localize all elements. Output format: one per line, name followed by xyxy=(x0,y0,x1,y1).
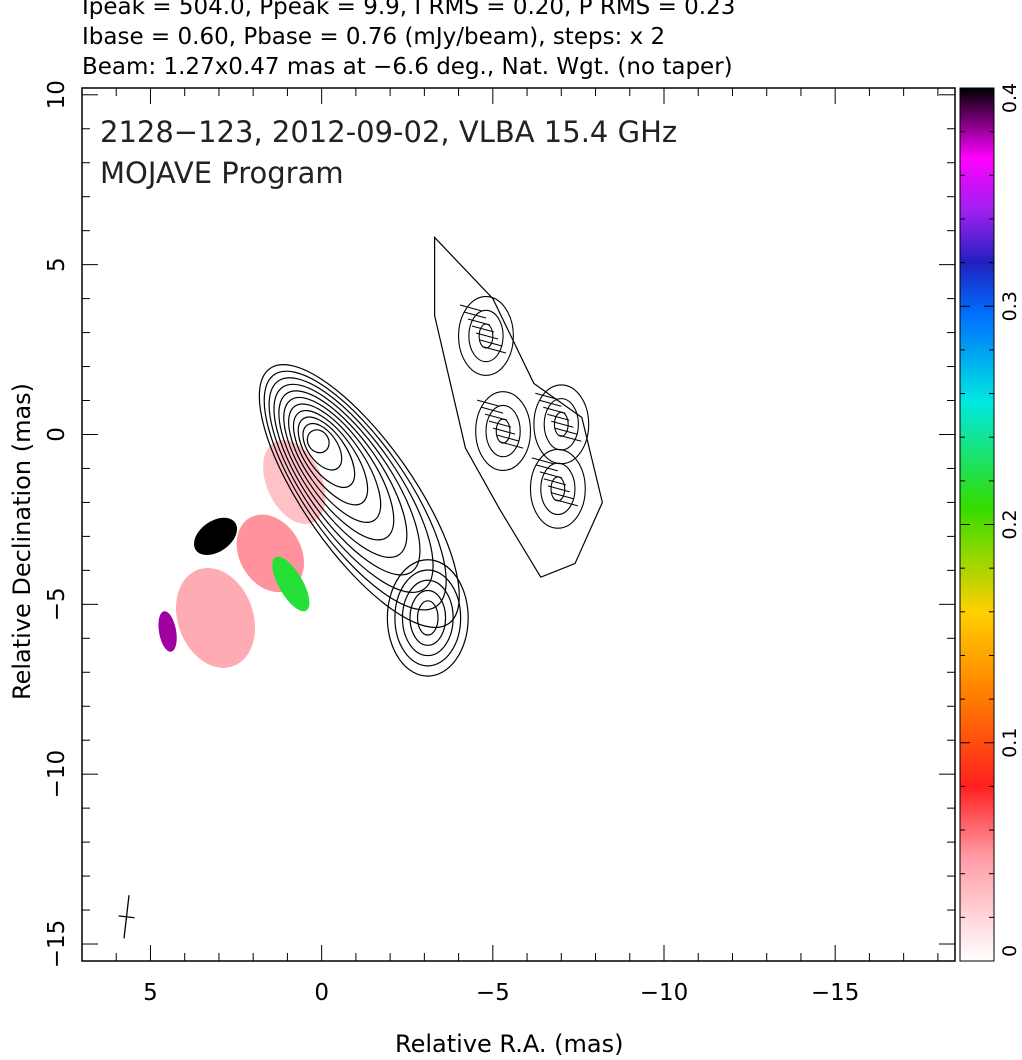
polarization-vector xyxy=(547,485,571,493)
colorbar-tick-label: 0 xyxy=(999,945,1021,957)
intensity-contour xyxy=(297,416,356,488)
y-axis-label: Relative Declination (mas) xyxy=(8,382,36,700)
polarization-vector xyxy=(555,499,579,507)
beam-minor-axis xyxy=(118,915,135,919)
x-tick-label: −10 xyxy=(640,980,689,1006)
polarization-patch xyxy=(193,517,238,556)
intensity-contour xyxy=(273,383,421,576)
polarization-vector xyxy=(547,413,570,421)
intensity-contour xyxy=(268,377,434,594)
header-base-line: Ibase = 0.60, Pbase = 0.76 (mJy/beam), s… xyxy=(82,24,666,50)
x-tick-label: −15 xyxy=(811,980,860,1006)
map-subtitle: MOJAVE Program xyxy=(100,156,344,190)
intensity-contour xyxy=(292,409,369,506)
polarization-vector xyxy=(555,427,578,435)
intensity-contour xyxy=(283,396,395,541)
polarization-vector xyxy=(488,420,512,428)
polarization-vector xyxy=(475,332,499,340)
jet-contour xyxy=(475,391,532,472)
polarization-vector xyxy=(543,478,567,486)
polarization-vector xyxy=(479,339,503,347)
polarization-vector xyxy=(483,346,507,354)
polarization-vector xyxy=(551,492,575,500)
y-tick-label: −15 xyxy=(44,920,70,969)
polarization-vector xyxy=(463,311,487,319)
jet-contour xyxy=(458,296,514,376)
polarization-patch xyxy=(158,611,177,652)
intensity-contour xyxy=(409,589,447,646)
jet-envelope-contour xyxy=(434,235,604,578)
x-tick-label: 5 xyxy=(143,980,158,1006)
intensity-contour xyxy=(386,559,469,677)
intensity-contour xyxy=(258,364,460,629)
polarization-vector xyxy=(459,304,483,312)
polarization-vector xyxy=(496,434,520,442)
intensity-contour xyxy=(306,429,330,454)
intensity-contour xyxy=(302,422,343,471)
intensity-contour xyxy=(394,569,462,667)
polarization-vector xyxy=(476,399,500,407)
polarization-vector xyxy=(484,413,508,421)
polarization-vector xyxy=(535,392,558,400)
y-tick-label: 10 xyxy=(44,80,70,109)
polarization-vector xyxy=(492,427,516,435)
y-tick-label: −5 xyxy=(44,587,70,621)
jet-contour xyxy=(468,309,504,363)
intensity-contour xyxy=(278,390,408,558)
y-tick-label: −10 xyxy=(44,750,70,799)
map-title: 2128−123, 2012-09-02, VLBA 15.4 GHz xyxy=(100,115,678,149)
polarization-vector xyxy=(539,399,562,407)
intensity-contours xyxy=(118,235,604,939)
polarization-vector xyxy=(471,325,495,333)
jet-contour xyxy=(485,404,521,458)
intensity-contour xyxy=(288,403,382,523)
colorbar-tick-label: 0.3 xyxy=(999,291,1021,321)
intensity-contour xyxy=(401,579,454,657)
colorbar-tick-label: 0.4 xyxy=(999,83,1021,113)
polarization-vector xyxy=(559,434,582,442)
polarization-patch xyxy=(272,556,310,612)
y-tick-label: 5 xyxy=(44,257,70,272)
intensity-contour xyxy=(263,370,447,611)
polarization-vector xyxy=(543,406,566,414)
y-tick-label: 0 xyxy=(44,427,70,442)
jet-contour xyxy=(529,448,586,529)
colorbar-tick-label: 0.2 xyxy=(999,509,1021,539)
x-tick-label: −5 xyxy=(476,980,510,1006)
polarization-vector xyxy=(531,457,555,465)
x-axis-label: Relative R.A. (mas) xyxy=(395,1030,624,1058)
polarization-layer xyxy=(158,440,326,668)
x-tick-label: 0 xyxy=(314,980,329,1006)
axis-ticks xyxy=(81,88,955,961)
colorbar-tick-label: 0.1 xyxy=(999,728,1021,758)
header-beam-line: Beam: 1.27x0.47 mas at −6.6 deg., Nat. W… xyxy=(82,54,733,80)
polarization-vector xyxy=(539,471,563,479)
jet-contour xyxy=(540,462,576,516)
polarization-vector xyxy=(480,406,504,414)
tick-labels: 5 0 −5 −10 −15 10 5 0 −5 −10 −15 xyxy=(44,80,859,1006)
polarization-patch xyxy=(176,567,256,668)
polarization-vector xyxy=(467,318,491,326)
intensity-contour xyxy=(416,600,439,636)
polarization-vector xyxy=(535,464,559,472)
header-stats-line: Ipeak = 504.0, Ppeak = 9.9, I RMS = 0.20… xyxy=(82,0,736,20)
polarization-vector xyxy=(500,441,524,449)
colorbar: 0 0.1 0.2 0.3 0.4 xyxy=(959,83,1021,962)
polarization-vector xyxy=(551,420,574,428)
plot-frame xyxy=(81,87,956,962)
